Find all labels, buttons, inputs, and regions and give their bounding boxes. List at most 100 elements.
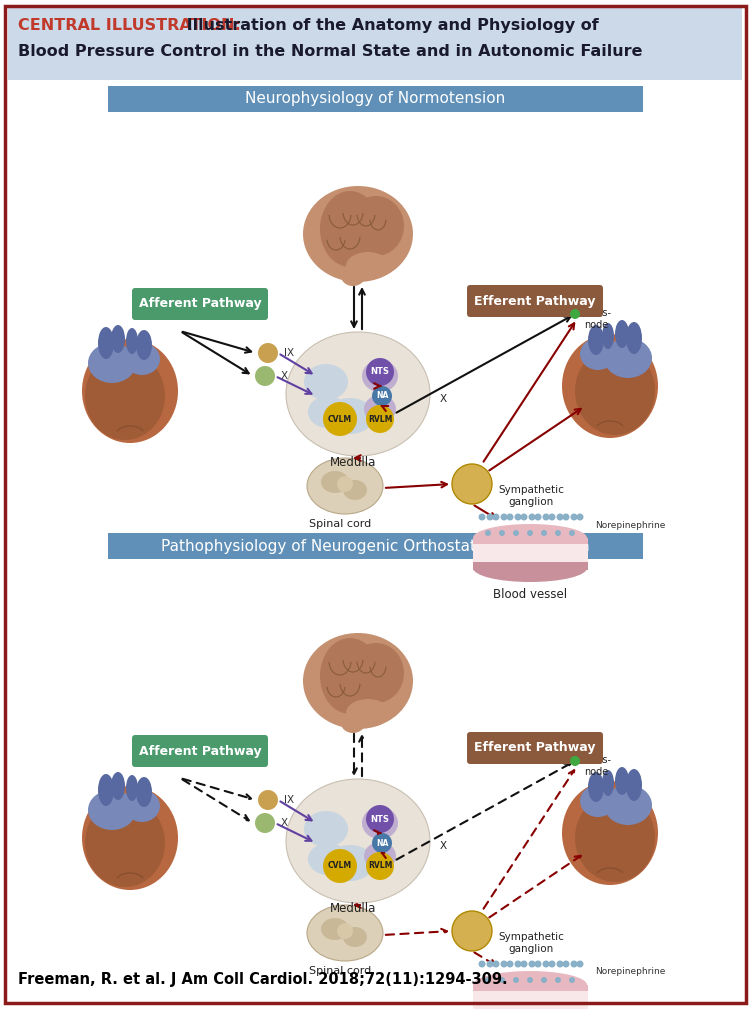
Text: Spinal cord: Spinal cord: [309, 966, 371, 976]
Ellipse shape: [615, 767, 629, 795]
Ellipse shape: [341, 713, 365, 733]
Ellipse shape: [82, 339, 178, 443]
Circle shape: [255, 366, 275, 386]
Circle shape: [570, 756, 580, 766]
Bar: [473, 985, 588, 1009]
Ellipse shape: [307, 905, 383, 961]
Circle shape: [529, 514, 536, 521]
Ellipse shape: [126, 328, 138, 354]
Circle shape: [514, 514, 521, 521]
Circle shape: [506, 514, 514, 521]
Bar: [108, 86, 643, 112]
Text: IX: IX: [284, 348, 294, 358]
Ellipse shape: [98, 327, 114, 359]
Ellipse shape: [362, 807, 398, 839]
Circle shape: [366, 805, 394, 833]
Circle shape: [527, 530, 533, 536]
Ellipse shape: [303, 633, 413, 728]
Text: Spinal cord: Spinal cord: [309, 519, 371, 529]
Text: Afferent Pathway: Afferent Pathway: [139, 298, 261, 311]
Ellipse shape: [588, 325, 604, 355]
Ellipse shape: [126, 775, 138, 801]
Text: NTS: NTS: [370, 814, 389, 823]
Ellipse shape: [326, 398, 374, 434]
Circle shape: [499, 977, 505, 983]
Text: Medulla: Medulla: [330, 455, 376, 468]
Text: Norepinephrine: Norepinephrine: [595, 968, 665, 977]
Ellipse shape: [307, 458, 383, 514]
Ellipse shape: [580, 338, 616, 370]
Ellipse shape: [321, 471, 349, 493]
Circle shape: [258, 343, 278, 363]
Ellipse shape: [473, 1001, 587, 1009]
Bar: [473, 562, 588, 570]
Ellipse shape: [602, 323, 614, 349]
Ellipse shape: [337, 476, 353, 492]
Circle shape: [571, 961, 578, 968]
Circle shape: [548, 961, 556, 968]
Ellipse shape: [111, 325, 125, 353]
Circle shape: [555, 530, 561, 536]
FancyBboxPatch shape: [467, 732, 603, 764]
Ellipse shape: [575, 347, 655, 435]
Text: X: X: [281, 818, 288, 828]
Ellipse shape: [88, 790, 136, 830]
Ellipse shape: [364, 842, 396, 870]
Circle shape: [500, 514, 508, 521]
Text: Sinus-
node: Sinus- node: [581, 755, 611, 777]
Circle shape: [542, 961, 550, 968]
Ellipse shape: [343, 480, 367, 500]
Text: X: X: [281, 371, 288, 381]
Text: RVLM: RVLM: [368, 415, 392, 424]
Ellipse shape: [326, 845, 374, 881]
Ellipse shape: [588, 772, 604, 802]
Text: Blood Pressure Control in the Normal State and in Autonomic Failure: Blood Pressure Control in the Normal Sta…: [18, 44, 643, 59]
Text: CVLM: CVLM: [328, 415, 352, 424]
Circle shape: [500, 961, 508, 968]
Circle shape: [366, 405, 394, 433]
Bar: [473, 538, 588, 568]
Circle shape: [493, 961, 500, 968]
Circle shape: [485, 977, 491, 983]
Circle shape: [487, 961, 494, 968]
Circle shape: [513, 530, 519, 536]
Ellipse shape: [362, 360, 398, 393]
Text: NA: NA: [376, 391, 388, 401]
Ellipse shape: [626, 769, 642, 801]
Circle shape: [513, 977, 519, 983]
Circle shape: [372, 386, 392, 406]
FancyBboxPatch shape: [132, 735, 268, 767]
Ellipse shape: [124, 790, 160, 822]
Bar: [473, 538, 588, 544]
Circle shape: [556, 961, 563, 968]
Circle shape: [529, 961, 536, 968]
Ellipse shape: [303, 186, 413, 282]
Circle shape: [323, 849, 357, 883]
Ellipse shape: [473, 554, 587, 582]
Text: X: X: [440, 394, 446, 404]
Circle shape: [555, 977, 561, 983]
Circle shape: [562, 514, 569, 521]
Ellipse shape: [615, 320, 629, 348]
Ellipse shape: [111, 772, 125, 800]
Circle shape: [493, 514, 500, 521]
Ellipse shape: [321, 918, 349, 940]
Circle shape: [452, 911, 492, 951]
Text: Illustration of the Anatomy and Physiology of: Illustration of the Anatomy and Physiolo…: [181, 18, 598, 33]
Text: Neurophysiology of Normotension: Neurophysiology of Normotension: [244, 92, 506, 107]
Circle shape: [255, 813, 275, 833]
Text: CVLM: CVLM: [328, 862, 352, 871]
Text: Medulla: Medulla: [330, 902, 376, 915]
Circle shape: [366, 358, 394, 386]
Ellipse shape: [562, 781, 658, 885]
Circle shape: [506, 961, 514, 968]
Circle shape: [520, 961, 527, 968]
Text: X: X: [440, 840, 446, 851]
Ellipse shape: [286, 332, 430, 456]
Bar: [473, 544, 588, 562]
Circle shape: [570, 309, 580, 319]
Circle shape: [562, 961, 569, 968]
Circle shape: [535, 514, 542, 521]
Circle shape: [452, 464, 492, 504]
Text: Afferent Pathway: Afferent Pathway: [139, 745, 261, 758]
